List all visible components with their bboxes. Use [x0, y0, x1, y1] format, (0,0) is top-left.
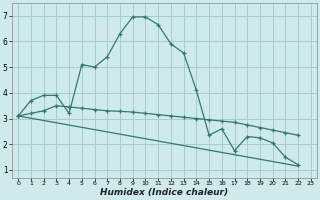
X-axis label: Humidex (Indice chaleur): Humidex (Indice chaleur) — [100, 188, 228, 197]
